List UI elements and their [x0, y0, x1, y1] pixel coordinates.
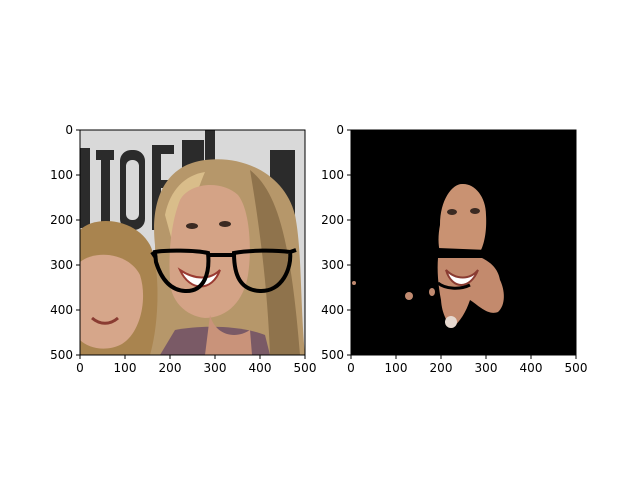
y-tick-label: 500: [50, 348, 73, 362]
x-tick-label: 300: [475, 361, 498, 375]
y-tick-label: 300: [321, 258, 344, 272]
x-tick-label: 100: [114, 361, 137, 375]
x-tick-label: 400: [249, 361, 272, 375]
x-tick-label: 300: [204, 361, 227, 375]
y-tick-label: 0: [336, 123, 344, 137]
y-tick-label: 400: [321, 303, 344, 317]
face-left: [80, 254, 144, 349]
right-axes-frame: [350, 129, 577, 356]
y-tick-label: 500: [321, 348, 344, 362]
x-tick-label: 500: [565, 361, 588, 375]
y-tick-label: 100: [321, 168, 344, 182]
x-tick-label: 0: [76, 361, 84, 375]
y-tick-label: 300: [50, 258, 73, 272]
y-tick-label: 400: [50, 303, 73, 317]
mask-face-region: [438, 183, 487, 252]
x-tick-label: 200: [159, 361, 182, 375]
x-tick-label: 400: [520, 361, 543, 375]
x-tick-label: 0: [347, 361, 355, 375]
y-tick-label: 100: [50, 168, 73, 182]
y-tick-label: 200: [321, 213, 344, 227]
x-tick-label: 500: [294, 361, 317, 375]
x-tick-label: 200: [430, 361, 453, 375]
glasses-overlay: [150, 248, 297, 294]
y-tick-label: 0: [65, 123, 73, 137]
left-photo: [80, 130, 305, 355]
right-mask-image: [351, 130, 576, 355]
x-tick-label: 100: [385, 361, 408, 375]
y-tick-label: 200: [50, 213, 73, 227]
left-axes-frame: [79, 129, 306, 356]
